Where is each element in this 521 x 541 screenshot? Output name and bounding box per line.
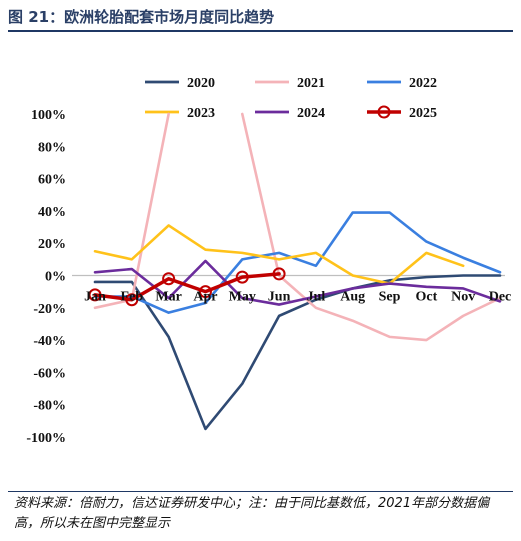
legend-item-2024: 2024: [255, 106, 325, 121]
y-tick-label: 0%: [45, 270, 66, 285]
y-tick-label: -60%: [33, 366, 66, 381]
series-line-2023: [93, 224, 465, 285]
series-2023: [93, 224, 465, 285]
y-tick-label: 60%: [38, 173, 66, 188]
legend-item-2025: 2025: [367, 105, 437, 121]
legend-item-2022: 2022: [367, 76, 437, 91]
chart-area: 2020 2021 2022 2023 2024 2025 -100% -80% -60% -4…: [0, 34, 521, 493]
y-tick-label: -100%: [26, 431, 66, 446]
legend-marker: [377, 105, 391, 119]
x-tick-label: Aug: [340, 290, 365, 305]
legend-label: 2025: [409, 106, 437, 121]
series-line-2021: [93, 112, 170, 310]
data-point-2025: [272, 267, 286, 281]
x-tick-label: Mar: [155, 290, 181, 305]
legend: 2020 2021 2022 2023 2024 2025: [145, 76, 437, 121]
y-axis: -100% -80% -60% -40% -20% 0% 20% 40% 60% 80% 100%: [26, 108, 66, 446]
data-point-2025: [125, 293, 139, 307]
y-tick-label: -20%: [33, 302, 66, 317]
x-tick-label: Jan: [84, 290, 106, 305]
x-tick-label: Jul: [307, 290, 326, 305]
legend-label: 2020: [187, 76, 215, 91]
x-tick-label: Oct: [415, 290, 437, 305]
series-line-2024: [93, 259, 502, 306]
footnote-rule: [8, 491, 513, 492]
x-tick-label: Nov: [451, 290, 475, 305]
y-tick-label: 100%: [31, 108, 66, 123]
title-rule: [8, 30, 513, 32]
figure-title: 图 21：欧洲轮胎配套市场月度同比趋势: [8, 8, 275, 26]
y-tick-label: -40%: [33, 334, 66, 349]
legend-label: 2023: [187, 106, 215, 121]
series-line-2021: [240, 112, 502, 342]
data-point-2025: [198, 285, 212, 299]
series-lines: [88, 112, 502, 431]
y-tick-label: 20%: [38, 237, 66, 252]
y-tick-label: 40%: [38, 205, 66, 220]
x-tick-label: May: [229, 290, 256, 305]
x-axis: Jan Feb Mar Apr May Jun Jul Aug Sep Oct Nov Dec: [84, 290, 511, 305]
series-2020: [93, 274, 502, 431]
data-point-2025: [235, 270, 249, 284]
y-tick-label: 80%: [38, 140, 66, 155]
legend-item-2023: 2023: [145, 106, 215, 121]
legend-item-2021: 2021: [255, 76, 325, 91]
series-line-2020: [93, 274, 502, 431]
y-tick-label: -80%: [33, 399, 66, 414]
legend-item-2020: 2020: [145, 76, 215, 91]
legend-label: 2022: [409, 76, 437, 91]
data-point-2025: [162, 272, 176, 286]
x-tick-label: Dec: [489, 290, 512, 305]
legend-label: 2021: [297, 76, 325, 91]
series-2025: [88, 267, 286, 307]
series-2024: [93, 259, 502, 306]
data-point-2025: [88, 288, 102, 302]
x-tick-label: Feb: [121, 290, 144, 305]
series-line-2022: [93, 211, 502, 314]
series-2022: [93, 211, 502, 314]
line-chart: 2020 2021 2022 2023 2024 2025 -100% -80% -60% -4…: [26, 76, 511, 446]
x-tick-label: Sep: [379, 290, 401, 305]
footnote: 资料来源：倍耐力，信达证券研发中心；注：由于同比基数低，2021年部分数据偏高，…: [14, 496, 490, 531]
x-tick-label: Apr: [193, 290, 217, 305]
legend-label: 2024: [297, 106, 325, 121]
x-tick-label: Jun: [268, 290, 291, 305]
